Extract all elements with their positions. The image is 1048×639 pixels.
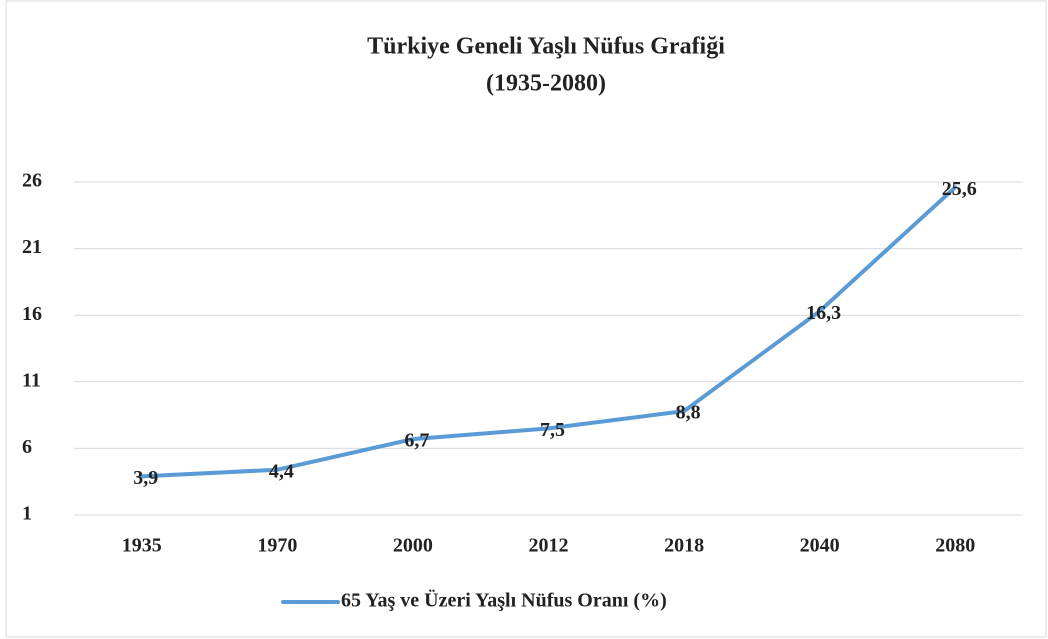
- y-tick-label: 26: [22, 170, 42, 192]
- x-tick-label: 2012: [529, 535, 569, 557]
- data-label: 4,4: [269, 460, 294, 482]
- legend-label: 65 Yaş ve Üzeri Yaşlı Nüfus Oranı (%): [341, 589, 667, 612]
- y-tick-label: 1: [22, 503, 32, 525]
- data-label: 6,7: [404, 430, 429, 452]
- chart-title: (1935-2080): [486, 71, 606, 97]
- data-label: 7,5: [540, 419, 565, 441]
- y-tick-label: 11: [22, 369, 41, 391]
- chart-frame: [5, 0, 1047, 638]
- data-label: 16,3: [806, 302, 841, 324]
- x-tick-label: 2080: [935, 535, 975, 557]
- y-tick-label: 6: [22, 436, 32, 458]
- data-label: 3,9: [133, 467, 158, 489]
- x-tick-label: 2000: [393, 535, 433, 557]
- x-tick-label: 2040: [800, 535, 840, 557]
- x-tick-label: 1970: [257, 535, 297, 557]
- data-label: 25,6: [942, 178, 977, 200]
- y-tick-label: 21: [22, 236, 42, 258]
- x-tick-label: 2018: [664, 535, 704, 557]
- data-label: 8,8: [676, 402, 701, 424]
- chart-title: Türkiye Geneli Yaşlı Nüfus Grafiği: [367, 34, 725, 60]
- data-line: [139, 185, 958, 479]
- x-tick-label: 1935: [122, 535, 162, 557]
- y-tick-label: 16: [22, 303, 42, 325]
